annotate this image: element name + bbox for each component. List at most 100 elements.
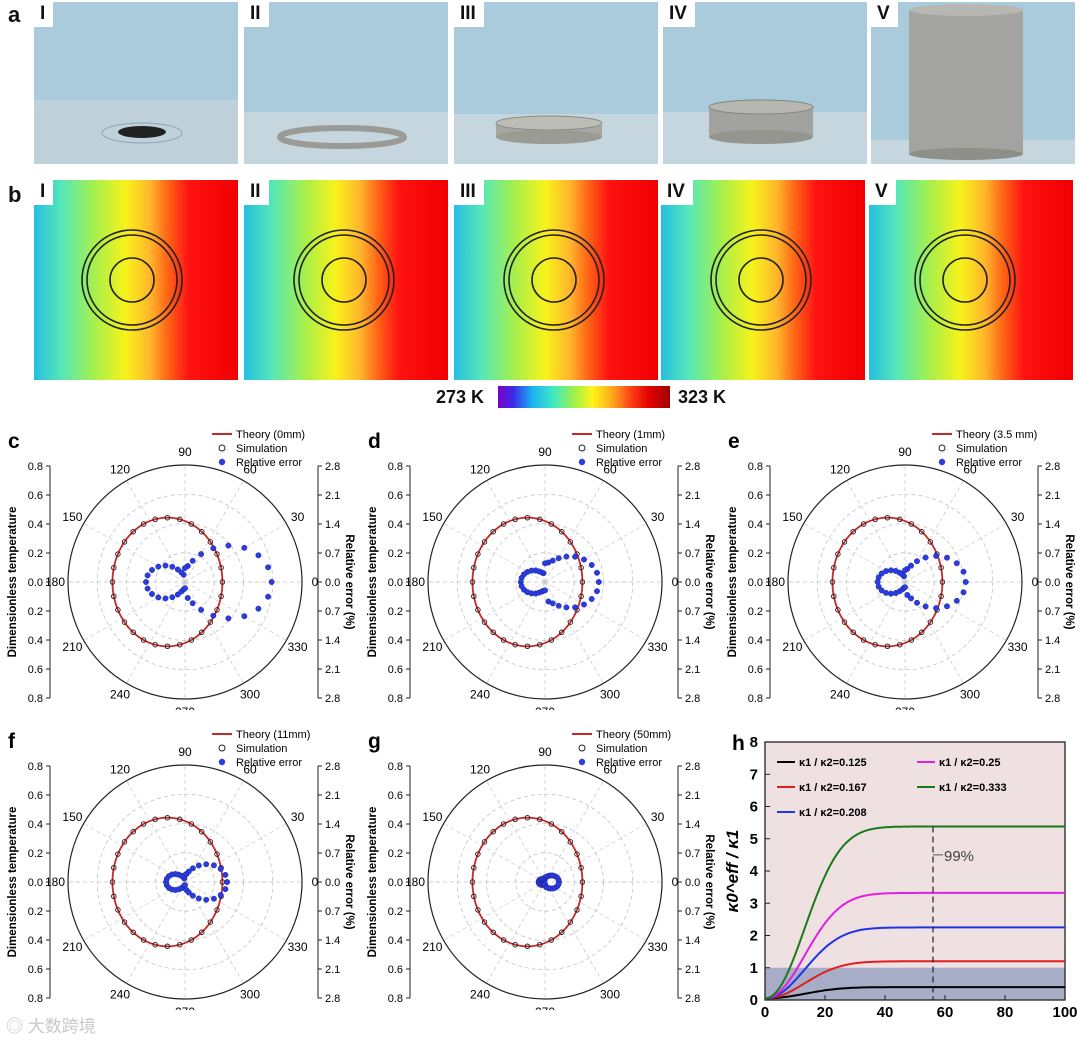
error-point [908,595,914,602]
right-axis-label: Relative error (%) [343,834,355,929]
angle-label: 60 [963,462,977,476]
simulation-point [214,607,220,613]
polar-grid-spoke [443,881,546,941]
simulation-point [512,641,518,648]
left-axis-tick-label: 0.2 [748,548,763,560]
polar-grid-spoke [803,523,906,583]
left-axis-tick-label: 0.6 [388,664,403,676]
left-axis-tick-label: 0.4 [28,935,43,947]
right-axis-tick-label: 2.8 [325,761,340,773]
polar-grid-spoke [544,523,647,583]
polar-grid-spoke [126,581,186,684]
error-point [144,585,151,592]
simulation-point [152,641,158,648]
simulation-point [860,637,867,643]
polar-outer-circle [67,764,303,1000]
legend-error-label: Relative error [236,457,302,469]
thermal-map-4: IV [661,180,865,380]
polar-grid-spoke [904,581,964,684]
simulation-point [121,839,128,845]
simulation-point [111,864,117,871]
error-point [581,556,587,563]
legend-simulation-label: Simulation [236,443,287,455]
left-axis-tick-label: 0.8 [28,993,43,1005]
polar-grid-spoke [846,480,906,583]
simulation-point [121,619,128,625]
watermark-icon: ◎ [6,1017,23,1036]
right-axis-tick-label: 2.1 [685,664,700,676]
panel-label-e: e [728,430,740,453]
simulation-point [831,564,837,571]
error-point [210,612,217,619]
error-point [162,595,169,602]
photo-label-4: IV [663,2,695,27]
angle-label: 60 [243,762,257,776]
simulation-point [115,551,121,557]
angle-label: 90 [538,445,552,459]
polar-grid-spoke [544,780,604,883]
simulation-point [198,528,205,535]
thermal-label-2: II [244,180,269,205]
right-axis-tick-label: 0.7 [1045,606,1060,618]
left-axis-tick-label: 0.8 [388,461,403,473]
x-tick-label: 60 [937,1004,954,1020]
right-axis-tick-label: 0.7 [685,606,700,618]
simulation-point [219,579,226,585]
polar-grid-spoke [443,581,546,641]
angle-label: 270 [895,705,915,710]
angle-label: 150 [422,510,442,524]
thermal-rings-4 [710,229,812,331]
simulation-point [558,929,565,936]
panel-label-d: d [368,430,381,453]
simulation-point [938,564,944,571]
angle-label: 150 [422,810,442,824]
left-axis-tick-label: 0.4 [388,935,403,947]
polar-grid-spoke [486,780,546,883]
simulation-point [481,919,488,925]
error-point [162,562,169,569]
watermark: ◎ 大数跨境 [6,1012,96,1037]
legend-simulation-marker [218,444,226,452]
polar-grid-spoke [544,881,647,941]
simulation-point [115,907,121,913]
colorbar [498,386,670,408]
legend-theory-label: Theory (11mm) [236,729,310,741]
simulation-point [140,521,147,527]
error-point [922,603,929,610]
right-axis-tick-label: 0.7 [325,848,340,860]
error-point [933,605,940,612]
simulation-point [164,514,171,521]
error-point [904,592,911,598]
simulation-point [548,637,555,643]
simulation-point [872,516,878,523]
series-line-1 [764,960,1065,1000]
right-axis-tick-label: 2.1 [325,490,340,502]
error-point [581,601,587,608]
left-axis-tick-label: 0.8 [28,693,43,705]
right-axis-tick-label: 2.8 [1045,461,1060,473]
right-axis-tick-label: 2.1 [325,790,340,802]
simulation-point [164,643,171,650]
colorbar-min-label: 273 K [436,387,485,407]
right-axis-tick-label: 2.1 [1045,490,1060,502]
thermal-label-4: IV [661,180,693,205]
error-point [189,865,196,872]
left-axis-tick-label: 0.2 [388,548,403,560]
angle-label: 90 [898,445,912,459]
simulation-point [536,516,543,523]
error-point [182,585,188,592]
simulation-point [548,821,555,827]
simulation-point [490,828,496,835]
simulation-point [121,539,128,545]
thermal-map-1: I [34,180,238,380]
simulation-point [130,528,136,535]
y-tick-label: 0 [750,992,758,1009]
angle-label: 270 [175,705,195,710]
legend-theory-label: Theory (1mm) [596,429,665,441]
legend-label-0: κ1 / κ2=0.125 [799,757,867,769]
angle-label: 120 [470,762,490,776]
theory-curve [111,516,224,648]
legend-error-marker [578,458,586,466]
simulation-point [214,907,220,913]
simulation-point [908,637,915,643]
